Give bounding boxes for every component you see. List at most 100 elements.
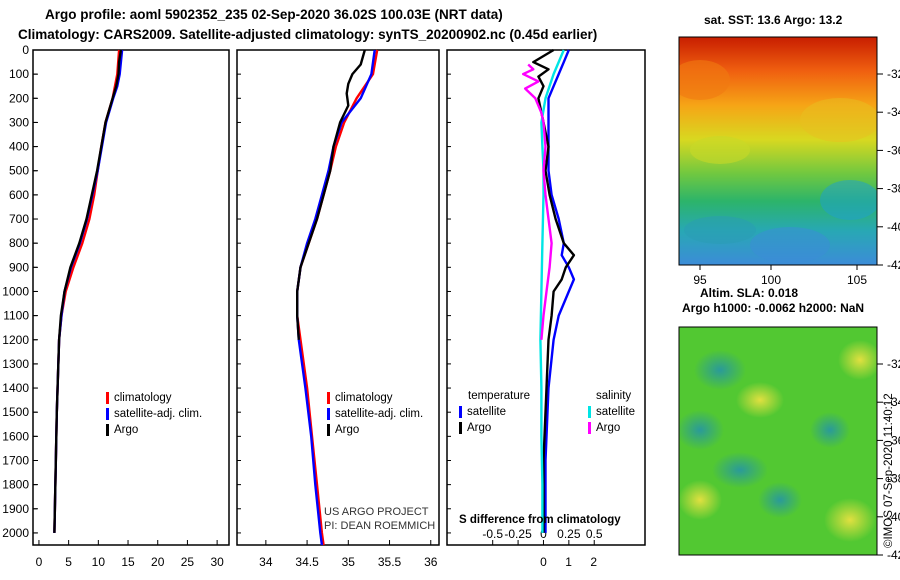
legend3-sal-satellite-label: satellite: [596, 406, 635, 418]
depth-tick-label: 100: [9, 67, 29, 81]
legend-argo-swatch: [106, 424, 109, 436]
salinity-panel-frame: [236, 49, 440, 546]
diff-t-tick-label: 2: [590, 555, 597, 569]
difference-xlabel: S difference from climatology: [459, 514, 621, 526]
legend2-satellite-label: satellite-adj. clim.: [335, 408, 423, 420]
legend-satellite-label: satellite-adj. clim.: [114, 408, 202, 420]
sst-map-image: [679, 37, 877, 265]
difference-chart: -0.5 -0.25 0 0.25 0.5 0 1 2: [447, 48, 603, 569]
legend-argo-label: Argo: [114, 424, 138, 436]
map-lat-label: -34: [887, 105, 900, 119]
temperature-chart: 0 5 10 15 20 25 30: [33, 49, 224, 569]
depth-tick-label: 900: [9, 260, 29, 274]
diff-s-tick-label: -0.25: [504, 527, 532, 541]
depth-tick-label: 1000: [2, 284, 29, 298]
imos-watermark: ©IMOS 07-Sep-2020 11:40:12: [883, 393, 895, 548]
diff-t-tick-label: 0: [540, 555, 547, 569]
series-line-argo: [296, 49, 366, 340]
series-line-temperature-satellite: [544, 49, 576, 533]
x-tick-label: 5: [65, 555, 72, 569]
diff-s-tick-label: 0: [540, 527, 547, 541]
sst-map-frame: [678, 36, 878, 266]
depth-tick-label: 1900: [2, 502, 29, 516]
legend2-satellite-swatch: [327, 408, 330, 420]
map-lat-label: -40: [887, 510, 900, 524]
sst-map-title: sat. SST: 13.6 Argo: 13.2: [704, 13, 843, 27]
depth-tick-label: 1300: [2, 357, 29, 371]
x-tick-label: 35.5: [378, 555, 402, 569]
series-line-salinity-argo: [522, 63, 553, 340]
title-line-2: Climatology: CARS2009. Satellite-adjuste…: [18, 27, 598, 42]
temperature-panel-frame: [32, 49, 230, 546]
salinity-chart: 34 34.5 35 35.5 36: [237, 49, 438, 569]
depth-axis: 0 100 200 300 400 500 600 700 800 900 1000 1100 1200…: [2, 43, 38, 540]
legend3-salinity-heading: salinity: [596, 390, 631, 402]
legend-satellite-swatch: [106, 408, 109, 420]
depth-tick-label: 200: [9, 91, 29, 105]
x-tick-label: 30: [210, 555, 224, 569]
difference-panel-frame: [446, 49, 646, 546]
map-lat-label: -36: [887, 433, 900, 447]
sla-map-subtitle: Argo h1000: -0.0062 h2000: NaN: [682, 301, 864, 315]
legend2-argo-label: Argo: [335, 424, 359, 436]
series-line-argo: [53, 49, 123, 533]
x-tick-label: 36: [424, 555, 438, 569]
legend3-sal-argo-swatch: [588, 422, 591, 434]
map-lat-label: -36: [887, 143, 900, 157]
sla-map-title: Altim. SLA: 0.018: [700, 286, 798, 300]
depth-tick-label: 400: [9, 140, 29, 154]
x-tick-label: 35: [342, 555, 356, 569]
depth-tick-label: 1600: [2, 429, 29, 443]
depth-tick-label: 700: [9, 212, 29, 226]
diff-t-tick-label: 1: [565, 555, 572, 569]
title-line-1: Argo profile: aoml 5902352_235 02-Sep-20…: [45, 7, 503, 22]
depth-tick-label: 500: [9, 164, 29, 178]
legend3-temp-argo-swatch: [459, 422, 462, 434]
map-lat-label: -42: [887, 258, 900, 272]
legend-climatology-swatch: [106, 392, 109, 404]
series-line-climatology: [296, 49, 379, 546]
depth-tick-label: 2000: [2, 526, 29, 540]
series-line-salinity-satellite: [539, 49, 565, 533]
map-lat-label: -42: [887, 548, 900, 562]
map-lat-label: -32: [887, 357, 900, 371]
legend3-sal-satellite-swatch: [588, 406, 591, 418]
sst-map-axes: -32 -34 -36 -38 -40 -42 95 100 105: [693, 67, 900, 287]
sla-map-axes: -32 -34 -36 -38 -40 -42: [877, 357, 900, 562]
depth-tick-label: 1200: [2, 333, 29, 347]
legend2-climatology-swatch: [327, 392, 330, 404]
legend3-temp-argo-label: Argo: [467, 422, 491, 434]
diff-s-tick-label: -0.5: [482, 527, 503, 541]
credit-project: US ARGO PROJECT: [324, 506, 429, 518]
map-lon-label: 95: [693, 273, 707, 287]
diff-s-tick-label: 0.25: [557, 527, 581, 541]
legend2-argo-swatch: [327, 424, 330, 436]
legend3-temp-satellite-swatch: [459, 406, 462, 418]
map-lon-label: 100: [761, 273, 781, 287]
legend2-climatology-label: climatology: [335, 392, 393, 404]
depth-tick-label: 600: [9, 188, 29, 202]
x-tick-label: 34.5: [295, 555, 319, 569]
map-lat-label: -38: [887, 182, 900, 196]
legend3-sal-argo-label: Argo: [596, 422, 620, 434]
map-lat-label: -38: [887, 472, 900, 486]
depth-tick-label: 1100: [3, 309, 29, 323]
legend3-temperature-heading: temperature: [468, 390, 530, 402]
map-lat-label: -32: [887, 67, 900, 81]
x-tick-label: 20: [151, 555, 165, 569]
map-lat-label: -40: [887, 220, 900, 234]
credit-pi: PI: DEAN ROEMMICH: [324, 520, 435, 532]
x-tick-label: 10: [92, 555, 106, 569]
x-tick-label: 25: [181, 555, 195, 569]
diff-s-tick-label: 0.5: [586, 527, 603, 541]
series-line-temperature-argo: [532, 48, 576, 533]
x-tick-label: 34: [259, 555, 273, 569]
sla-map-frame: [678, 326, 878, 556]
depth-tick-label: 1500: [2, 405, 29, 419]
map-lat-label: -34: [887, 395, 900, 409]
series-line-satellite-adj-clim-: [296, 49, 376, 546]
depth-tick-label: 1400: [2, 381, 29, 395]
depth-tick-label: 0: [22, 43, 29, 57]
depth-tick-label: 1700: [2, 453, 29, 467]
